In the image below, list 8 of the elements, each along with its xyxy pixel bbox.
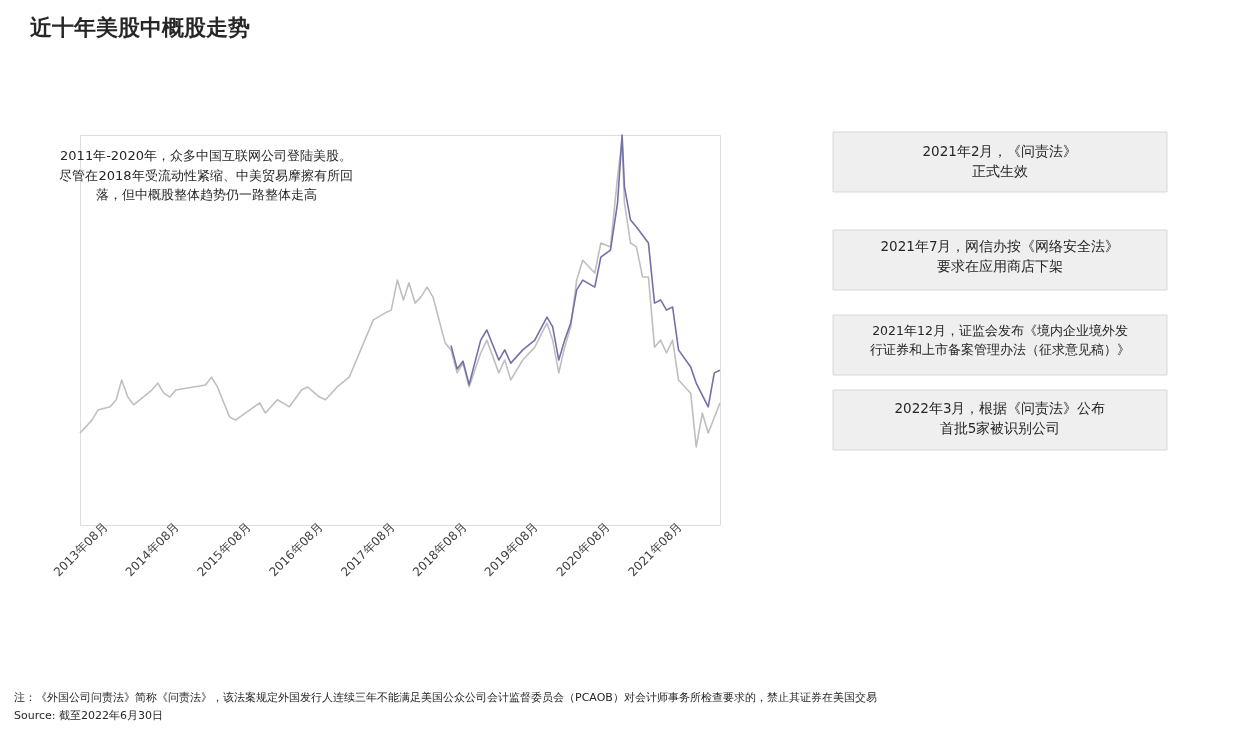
text: 注：《外国公司问责法》简称《问责法》，该法案规定外国发行人连续三年不能满足美国公众公司会计监督委员会（PCAOB）对会计师事务所检查要求的，禁止其证券在美国交易 [14,691,877,704]
text: 2021年2月，《问责法》正式生效 [922,143,1078,180]
text: 2021年12月，证监会发布《境内企业境外发行证券和上市备案管理办法（征求意见稿）》 [870,323,1130,357]
text: 2022年3月，根据《问责法》公布首批5家被识别公司 [894,400,1106,437]
annotation: 2011年-2020年，众多中国互联网公司登陆美股。尽管在2018年受流动性紧缩、中美贸易摩擦有所回落，但中概股整体趋势仍一路整体走高 [59,148,353,202]
source-note: Source: 截至2022年6月30日 [14,709,163,722]
text: 2021年7月，网信办按《网络安全法》要求在应用商店下架 [880,238,1120,275]
chart-title: 近十年美股中概股走势 [29,14,250,40]
